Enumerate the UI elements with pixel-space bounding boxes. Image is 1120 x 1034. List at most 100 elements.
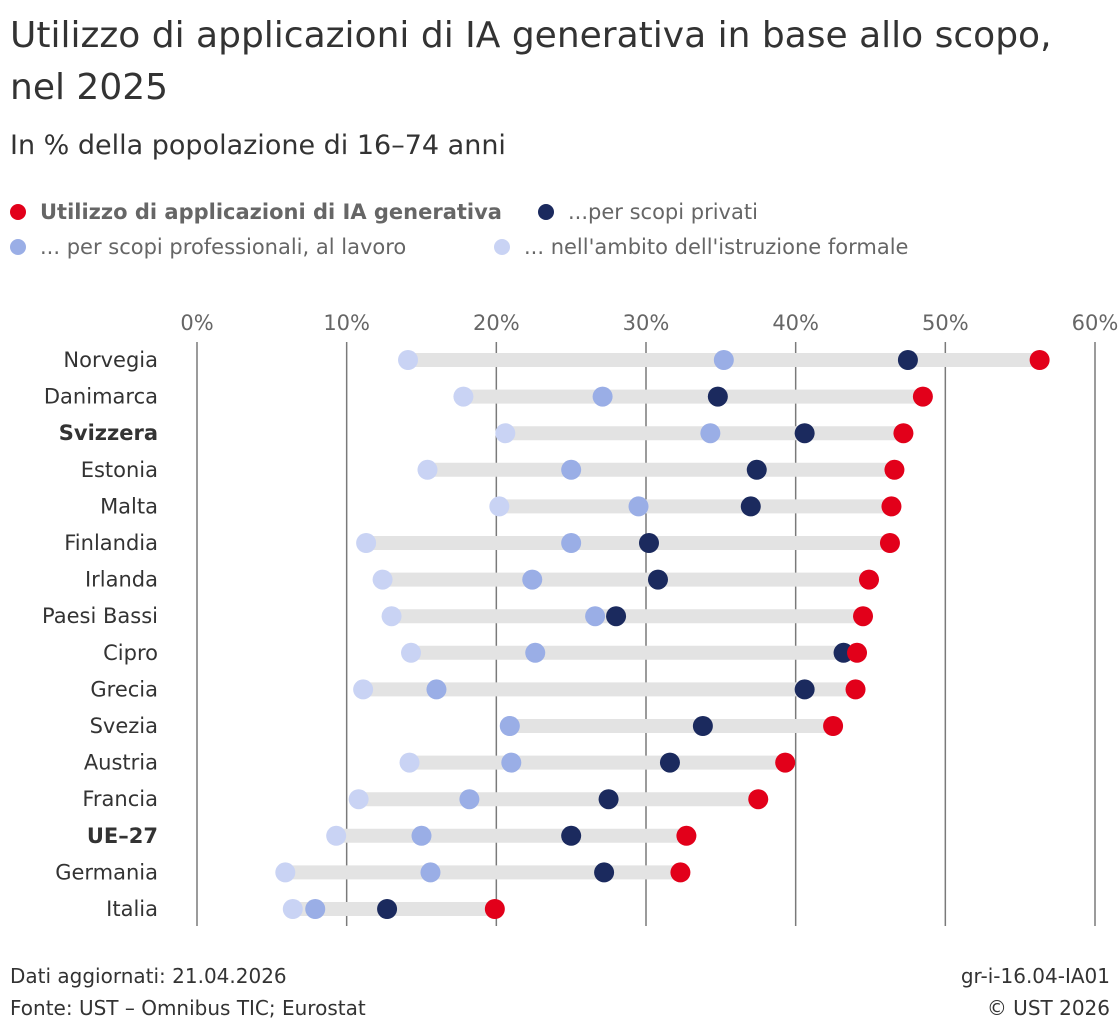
data-point — [282, 899, 303, 919]
data-point — [594, 862, 615, 883]
x-tick-label: 40% — [772, 311, 819, 335]
legend-label: ...per scopi privati — [568, 200, 758, 224]
data-point — [692, 716, 713, 736]
x-tick-label: 30% — [623, 311, 670, 335]
data-point — [912, 386, 933, 407]
category-label: Estonia — [81, 458, 158, 482]
chart-code: gr-i-16.04-IA01 — [960, 964, 1110, 988]
data-point — [561, 459, 582, 480]
category-label: Paesi Bassi — [42, 604, 158, 628]
data-point — [377, 899, 398, 919]
data-point — [647, 569, 668, 590]
update-date: Dati aggiornati: 21.04.2026 — [10, 964, 287, 988]
data-point — [398, 350, 419, 370]
category-label: Svezia — [90, 714, 158, 738]
data-point — [348, 789, 369, 810]
category-label: Cipro — [103, 641, 158, 665]
legend-item-professional: ... per scopi professionali, al lavoro — [10, 235, 406, 259]
category-label: Francia — [82, 787, 158, 811]
x-tick-label: 60% — [1072, 311, 1119, 335]
data-point — [881, 496, 902, 517]
chart-subtitle: In % della popolazione di 16–74 anni — [10, 130, 506, 161]
data-point — [748, 789, 769, 810]
x-tick-label: 20% — [473, 311, 520, 335]
category-label: Austria — [84, 751, 158, 775]
category-label: Finlandia — [64, 531, 158, 555]
data-point — [794, 423, 815, 444]
legend-label: ... nell'ambito dell'istruzione formale — [524, 235, 909, 259]
x-tick-label: 0% — [180, 311, 213, 335]
data-point — [459, 789, 480, 810]
data-point — [592, 386, 613, 407]
x-tick-label: 10% — [323, 311, 370, 335]
data-point — [499, 716, 520, 736]
data-point — [598, 789, 619, 810]
chart-title: Utilizzo di applicazioni di IA generativ… — [10, 15, 1052, 108]
legend-dot-icon — [10, 204, 26, 220]
data-point — [381, 606, 402, 627]
data-point — [775, 752, 796, 773]
x-tick-label: 50% — [922, 311, 969, 335]
data-point — [700, 423, 721, 444]
category-label: Malta — [100, 494, 158, 518]
data-point — [411, 825, 432, 846]
category-label: UE–27 — [87, 824, 158, 848]
data-point — [484, 899, 505, 919]
data-point — [884, 459, 905, 480]
category-label: Germania — [55, 860, 158, 884]
legend: Utilizzo di applicazioni di IA generativ… — [10, 200, 1110, 270]
data-point — [522, 569, 543, 590]
data-point — [353, 679, 374, 700]
data-point — [489, 496, 510, 517]
legend-label: Utilizzo di applicazioni di IA generativ… — [40, 200, 502, 224]
legend-dot-icon — [10, 239, 26, 255]
category-label: Italia — [106, 897, 158, 921]
data-point — [845, 679, 866, 700]
data-point — [399, 752, 420, 773]
data-point — [356, 533, 377, 553]
category-label: Grecia — [90, 677, 158, 701]
data-point — [426, 679, 447, 700]
data-point — [847, 642, 868, 663]
legend-dot-icon — [538, 204, 554, 220]
data-point — [417, 459, 438, 480]
data-point — [746, 459, 767, 480]
footer-right: gr-i-16.04-IA01 © UST 2026 — [961, 960, 1110, 1024]
data-point — [326, 825, 347, 846]
data-point — [897, 350, 918, 370]
footer-left: Dati aggiornati: 21.04.2026 Fonte: UST –… — [10, 960, 366, 1024]
category-label: Norvegia — [63, 348, 158, 372]
data-point — [275, 862, 296, 883]
data-point — [453, 386, 474, 407]
data-point — [670, 862, 691, 883]
legend-label: ... per scopi professionali, al lavoro — [40, 235, 407, 259]
source-note: Fonte: UST – Omnibus TIC; Eurostat — [10, 996, 366, 1020]
data-point — [420, 862, 441, 883]
data-point — [859, 569, 880, 590]
data-point — [561, 825, 582, 846]
category-label: Irlanda — [85, 568, 158, 592]
data-point — [659, 752, 680, 773]
data-point — [638, 533, 659, 553]
data-point — [561, 533, 582, 553]
legend-dot-icon — [494, 239, 510, 255]
data-point — [853, 606, 874, 627]
data-point — [525, 642, 546, 663]
legend-item-education: ... nell'ambito dell'istruzione formale — [494, 235, 908, 259]
data-point — [372, 569, 393, 590]
legend-item-private: ...per scopi privati — [538, 200, 758, 224]
legend-item-total: Utilizzo di applicazioni di IA generativ… — [10, 200, 502, 224]
data-point — [707, 386, 728, 407]
copyright: © UST 2026 — [986, 996, 1110, 1020]
data-point — [893, 423, 914, 444]
data-point — [401, 642, 422, 663]
data-point — [713, 350, 734, 370]
data-point — [879, 533, 900, 553]
data-point — [1029, 350, 1050, 370]
data-point — [794, 679, 815, 700]
data-point — [606, 606, 627, 627]
data-point — [628, 496, 649, 517]
dot-plot-chart: 0% 10% 20% 30% 40% 50% 60% Norvegia Danimarca Svi… — [42, 311, 1119, 926]
category-label: Danimarca — [44, 385, 158, 409]
data-point — [676, 825, 697, 846]
